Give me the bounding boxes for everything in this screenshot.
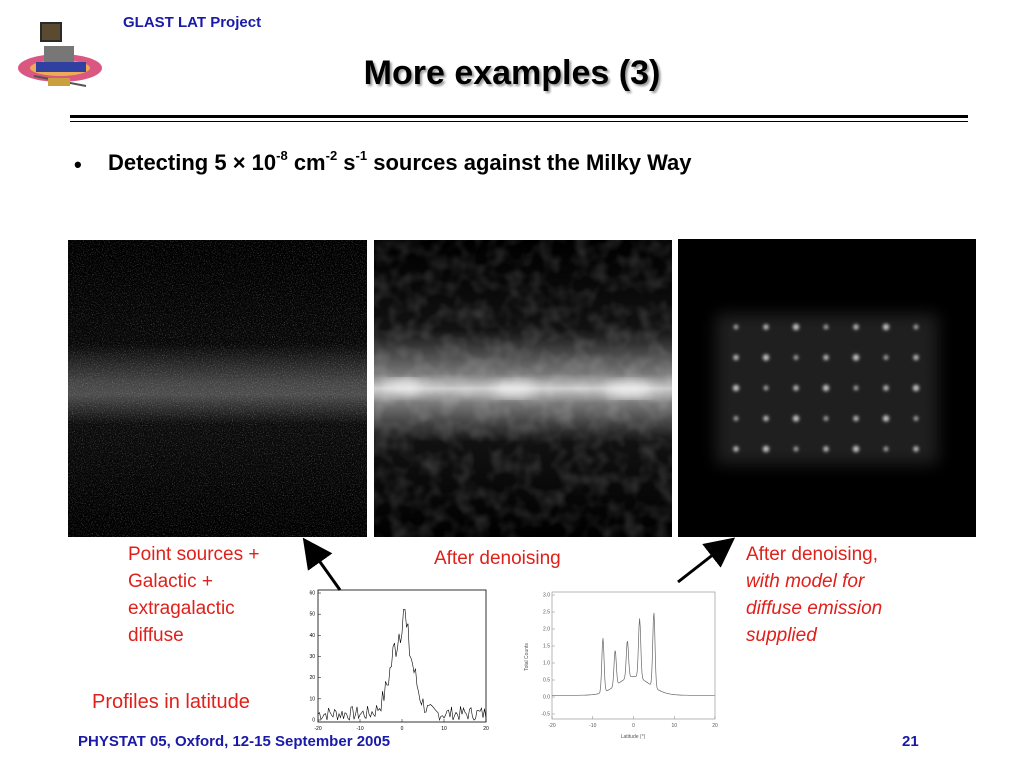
point-source-spot	[882, 323, 890, 331]
point-source-spot	[792, 323, 800, 331]
point-source-spot	[823, 446, 829, 452]
point-source-spot	[852, 445, 860, 453]
title-rule-thick	[70, 115, 968, 118]
y-tick-label: 30	[309, 654, 315, 660]
point-source-spot	[763, 385, 769, 391]
glast-satellite-logo-icon	[18, 22, 102, 87]
point-source-spot	[733, 324, 739, 330]
point-source-spot	[793, 355, 799, 360]
bullet-text: Detecting 5 × 10-8 cm-2 s-1 sources agai…	[108, 148, 692, 175]
point-source-spot	[823, 324, 829, 330]
point-source-spot	[913, 446, 919, 452]
point-source-spot	[912, 384, 920, 392]
point-source-spot	[733, 354, 739, 361]
denoised-sky-map-image	[374, 240, 672, 537]
plot-xlabel: Latitude (°)	[621, 734, 646, 740]
point-source-spot	[913, 416, 919, 421]
point-source-spot	[732, 384, 740, 392]
point-source-spot	[883, 446, 889, 452]
point-source-spot	[793, 385, 799, 391]
caption-line: After denoising,	[746, 544, 879, 565]
y-tick-label: 50	[309, 612, 315, 618]
x-tick-label: -20	[314, 726, 321, 732]
point-source-spot	[852, 354, 860, 361]
point-source-spot	[913, 354, 919, 361]
point-source-grid-image	[678, 239, 976, 537]
caption-model-denoised-image: After denoising, with model for diffuse …	[746, 541, 946, 649]
x-tick-label: 0	[632, 723, 635, 729]
point-source-spot	[762, 445, 770, 453]
y-tick-label: 2.0	[543, 627, 550, 633]
y-tick-label: 2.5	[543, 610, 550, 616]
footer-page-number: 21	[902, 733, 919, 750]
y-tick-label: 10	[309, 696, 315, 702]
point-source-spot	[882, 415, 890, 422]
point-source-spot	[763, 415, 769, 422]
caption-line: extragalactic	[128, 598, 235, 619]
point-source-spot	[763, 324, 769, 330]
caption-line: diffuse	[128, 625, 184, 646]
y-tick-label: 1.5	[543, 644, 550, 650]
noisy-sky-map-image	[68, 240, 367, 537]
point-source-spot	[823, 354, 829, 361]
y-tick-label: 0.5	[543, 678, 550, 684]
y-tick-label: 0.0	[543, 695, 550, 701]
y-tick-label: -0.5	[541, 712, 550, 718]
slide-title: More examples (3)	[363, 54, 661, 92]
point-source-spot	[853, 415, 859, 422]
caption-input-image: Point sources + Galactic + extragalactic…	[128, 541, 308, 649]
x-tick-label: -10	[589, 723, 596, 729]
x-tick-label: 20	[712, 723, 718, 729]
point-source-spot	[792, 415, 800, 422]
caption-line: with model for	[746, 571, 865, 592]
x-tick-label: -20	[548, 723, 555, 729]
y-tick-label: 60	[309, 591, 315, 597]
point-source-spot	[822, 384, 830, 392]
x-tick-label: 0	[401, 726, 404, 732]
point-source-spot	[853, 385, 859, 391]
caption-line: Galactic +	[128, 571, 214, 592]
y-tick-label: 20	[309, 675, 315, 681]
point-source-spot	[913, 324, 919, 330]
point-source-spot	[762, 354, 770, 361]
project-name: GLAST LAT Project	[123, 14, 262, 31]
arrow-to-input	[302, 537, 342, 591]
point-source-spot	[853, 324, 859, 330]
y-tick-label: 40	[309, 633, 315, 639]
bullet-marker: •	[74, 152, 82, 177]
caption-line: Point sources +	[128, 544, 260, 565]
arrow-to-model-image	[677, 537, 736, 584]
caption-denoised-image: After denoising	[434, 548, 561, 569]
point-source-spot	[793, 446, 799, 452]
point-source-spot	[733, 416, 739, 421]
y-tick-label: 3.0	[543, 593, 550, 599]
x-tick-label: 10	[671, 723, 677, 729]
y-tick-label: 0	[312, 718, 315, 724]
x-tick-label: -10	[356, 726, 363, 732]
plot-ylabel: Total Counts	[524, 643, 530, 671]
footer-conference: PHYSTAT 05, Oxford, 12-15 September 2005	[78, 733, 391, 750]
x-tick-label: 10	[441, 726, 447, 732]
point-source-spot	[883, 355, 889, 360]
title-rule-thin	[70, 121, 968, 122]
latitude-profile-plot-noisy: 60 50 40 30 20 10 0 -20 -10 0 10 20	[309, 589, 489, 732]
caption-line: diffuse emission	[746, 598, 883, 619]
point-source-spot	[823, 416, 829, 421]
latitude-profile-plot-denoised: 3.0 2.5 2.0 1.5 1.0 0.5 0.0 -0.5 -20 -10 0 10 20 La…	[524, 591, 718, 740]
caption-line: supplied	[746, 625, 817, 646]
point-source-spot	[733, 446, 739, 452]
y-tick-label: 1.0	[543, 661, 550, 667]
profiles-label: Profiles in latitude	[92, 691, 250, 713]
x-tick-label: 20	[483, 726, 489, 732]
point-source-spot	[883, 385, 889, 391]
